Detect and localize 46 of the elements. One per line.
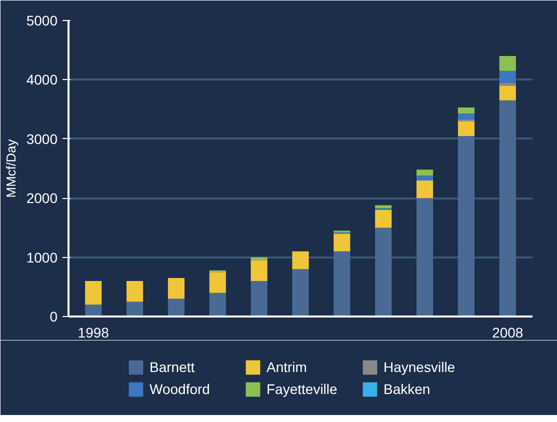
legend-label: Haynesville [384, 358, 456, 374]
legend-label: Bakken [384, 380, 432, 396]
y-tick-label: 1000 [26, 249, 58, 266]
bar [334, 251, 350, 316]
bar [209, 272, 226, 293]
bar [499, 82, 516, 86]
bar [250, 260, 268, 281]
bar [292, 251, 309, 270]
bar [126, 302, 144, 316]
bar [168, 278, 184, 299]
bar [126, 280, 144, 302]
bar [375, 228, 392, 316]
legend-label: Woodford [150, 380, 211, 396]
y-tick-label: 5000 [26, 12, 58, 28]
bar [458, 113, 474, 120]
bar [458, 121, 474, 136]
bar [250, 280, 268, 316]
y-axis-title: MMcf/Day [3, 138, 18, 198]
bar [499, 86, 516, 100]
bar [209, 292, 226, 316]
x-tick-label: 2008 [492, 324, 524, 340]
bar [499, 70, 516, 83]
legend-label: Barnett [150, 358, 196, 374]
bar [416, 198, 434, 316]
bar [85, 304, 102, 316]
bar [85, 280, 102, 305]
y-tick-label: 2000 [26, 190, 58, 206]
y-tick-label: 3000 [26, 130, 58, 147]
bar [416, 176, 434, 180]
legend-label: Fayetteville [266, 380, 338, 396]
bar [168, 298, 184, 316]
legend-label: Antrim [266, 358, 308, 374]
bar [499, 100, 516, 316]
bar [416, 170, 434, 176]
bar [458, 108, 474, 114]
x-tick-label: 1998 [78, 324, 110, 340]
bar [250, 257, 268, 260]
bar [458, 136, 474, 316]
bar [499, 56, 516, 71]
bar [292, 269, 309, 316]
bar [416, 180, 434, 198]
bar [334, 234, 350, 252]
bar [375, 210, 392, 228]
bar [375, 205, 392, 208]
y-tick-label: 4000 [26, 72, 58, 88]
y-tick-label: 0 [50, 308, 58, 324]
